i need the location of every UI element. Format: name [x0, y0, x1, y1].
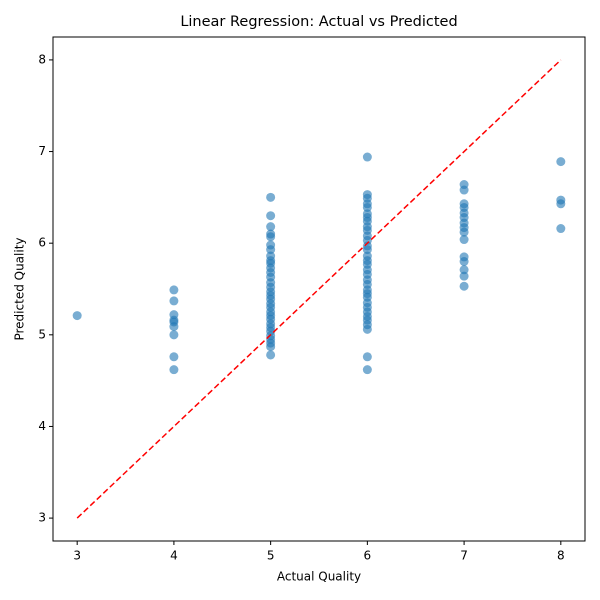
point [266, 350, 276, 360]
point [72, 311, 82, 321]
plot-frame [52, 36, 586, 542]
reference-line [76, 59, 562, 519]
point [169, 285, 179, 295]
x-tick-label: 5 [267, 549, 275, 563]
x-axis-label: Actual Quality [277, 570, 361, 584]
point [169, 365, 179, 375]
y-tick-label: 6 [38, 236, 46, 250]
point [459, 271, 469, 281]
point [362, 202, 372, 212]
x-tick-label: 6 [364, 549, 372, 563]
point [266, 232, 276, 242]
y-tick-label: 8 [38, 52, 46, 66]
x-tick-label: 3 [73, 549, 81, 563]
point [556, 199, 566, 209]
y-tick-label: 5 [38, 327, 46, 341]
y-tick-label: 3 [38, 511, 46, 525]
point [266, 245, 276, 255]
point [169, 330, 179, 340]
point [266, 342, 276, 352]
point [459, 227, 469, 237]
point [459, 185, 469, 195]
chart-title: Linear Regression: Actual vs Predicted [180, 14, 457, 30]
point [362, 245, 372, 255]
point [362, 365, 372, 375]
point [169, 352, 179, 362]
point [362, 352, 372, 362]
point [459, 235, 469, 245]
point [362, 152, 372, 162]
x-tick-label: 4 [170, 549, 178, 563]
point [556, 224, 566, 234]
point [169, 322, 179, 332]
point [169, 296, 179, 306]
y-tick-label: 7 [38, 144, 46, 158]
point [459, 281, 469, 291]
x-tick-label: 8 [557, 549, 565, 563]
point [266, 192, 276, 202]
point [556, 157, 566, 167]
point [266, 211, 276, 221]
y-axis-label: Predicted Quality [13, 237, 27, 340]
y-tick-label: 4 [38, 419, 46, 433]
point [266, 222, 276, 232]
point [459, 257, 469, 267]
point [362, 324, 372, 334]
point [459, 265, 469, 275]
x-tick-label: 7 [460, 549, 468, 563]
